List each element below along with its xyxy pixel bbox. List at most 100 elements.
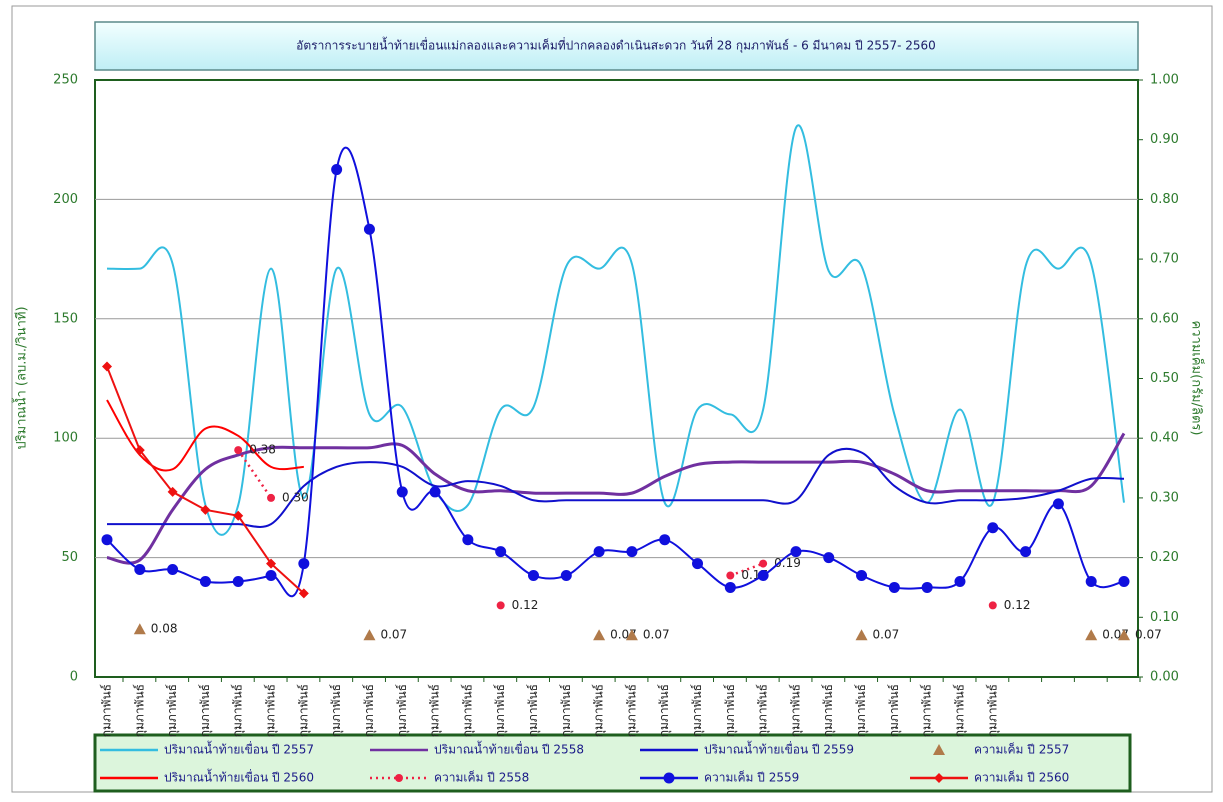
marker: [363, 223, 375, 235]
y-tick-label: 0: [70, 670, 78, 685]
x-tick-label: กุมภาพันธ์: [493, 684, 508, 737]
marker: [495, 546, 507, 558]
data-label: 0.38: [249, 443, 276, 457]
marker: [134, 564, 146, 576]
series-line: [106, 124, 1125, 536]
marker: [626, 546, 638, 558]
y2-axis-label: ความเค็ม(กรัม/ลิตร): [1189, 321, 1207, 436]
y-tick-label: 200: [53, 192, 78, 207]
marker: [988, 601, 997, 610]
marker: [134, 445, 145, 456]
marker: [692, 558, 704, 570]
marker: [199, 575, 211, 587]
marker: [167, 564, 179, 576]
marker: [429, 486, 441, 498]
y2-tick-label: 0.20: [1150, 550, 1179, 565]
legend-label: ปริมาณน้ำท้ายเขื่อน ปี 2557: [164, 741, 314, 757]
series-line: [106, 432, 1126, 565]
y-axis-label: ปริมาณน้ำ (ลบ.ม./วินาที): [12, 306, 30, 449]
marker: [496, 601, 505, 610]
marker: [331, 164, 343, 176]
series-line: [237, 449, 764, 577]
marker: [759, 559, 768, 568]
marker: [987, 522, 999, 534]
data-label: 0.07: [873, 628, 900, 642]
x-tick-label: กุมภาพันธ์: [526, 684, 541, 737]
marker: [233, 510, 244, 521]
marker: [663, 772, 675, 784]
marker: [363, 629, 376, 641]
y-tick-label: 50: [61, 550, 78, 565]
marker: [396, 486, 408, 498]
marker: [133, 623, 146, 635]
marker: [1118, 575, 1130, 587]
marker: [593, 546, 605, 558]
x-tick-label: กุมภาพันธ์: [657, 684, 672, 737]
x-tick-label: กุมภาพันธ์: [231, 684, 246, 737]
y2-tick-label: 0.10: [1150, 610, 1179, 625]
marker: [527, 570, 539, 582]
marker: [1118, 629, 1130, 641]
plot-area: [94, 79, 1139, 678]
x-tick-label: กุมภาพันธ์: [329, 684, 344, 737]
legend-label: ปริมาณน้ำท้ายเขื่อน ปี 2560: [164, 769, 314, 785]
y-tick-label: 150: [53, 311, 78, 326]
marker: [954, 575, 966, 587]
marker: [1020, 546, 1032, 558]
marker: [757, 570, 769, 582]
data-label: 0.19: [774, 556, 801, 570]
marker: [659, 534, 671, 546]
marker: [298, 588, 309, 599]
marker: [102, 361, 112, 372]
x-tick-label: กุมภาพันธ์: [756, 684, 771, 737]
y-tick-label: 250: [53, 73, 78, 88]
data-label: 0.12: [512, 598, 539, 612]
marker: [724, 581, 736, 593]
y2-tick-label: 1.00: [1150, 73, 1179, 88]
y2-tick-label: 0.80: [1150, 192, 1179, 207]
x-tick-label: กุมภาพันธ์: [887, 684, 902, 737]
marker: [790, 546, 802, 558]
data-label: 0.30: [282, 490, 309, 504]
data-label: 0.08: [151, 622, 178, 636]
data-label: 0.12: [1004, 598, 1031, 612]
x-tick-label: กุมภาพันธ์: [460, 684, 475, 737]
marker: [888, 581, 900, 593]
x-tick-label: กุมภาพันธ์: [985, 684, 1000, 737]
legend-label: ความเค็ม ปี 2559: [704, 770, 799, 785]
marker: [934, 773, 944, 783]
x-tick-label: กุมภาพันธ์: [821, 684, 836, 737]
x-tick-label: กุมภาพันธ์: [592, 684, 607, 737]
x-tick-label: กุมภาพันธ์: [100, 684, 115, 737]
legend-label: ความเค็ม ปี 2558: [434, 770, 529, 785]
marker: [856, 570, 868, 582]
series-line: [106, 447, 1125, 528]
y2-tick-label: 0.90: [1150, 132, 1179, 147]
x-tick-label: กุมภาพันธ์: [428, 684, 443, 737]
legend-label: ความเค็ม ปี 2557: [974, 742, 1069, 757]
marker: [395, 774, 403, 782]
y2-tick-label: 0.60: [1150, 311, 1179, 326]
marker: [265, 570, 277, 582]
y-tick-label: 100: [53, 431, 78, 446]
x-tick-label: กุมภาพันธ์: [920, 684, 935, 737]
x-tick-label: กุมภาพันธ์: [132, 684, 147, 737]
marker: [200, 504, 211, 515]
x-tick-label: กุมภาพันธ์: [198, 684, 213, 737]
chart-title: อัตราการระบายน้ำท้ายเขื่อนแม่กลองและความ…: [296, 37, 936, 54]
legend-label: ปริมาณน้ำท้ายเขื่อน ปี 2558: [434, 741, 584, 757]
title-box: [94, 21, 1139, 71]
x-tick-label: กุมภาพันธ์: [296, 684, 311, 737]
y2-tick-label: 0.00: [1150, 670, 1179, 685]
x-tick-label: กุมภาพันธ์: [788, 684, 803, 737]
x-tick-label: กุมภาพันธ์: [952, 684, 967, 737]
data-label: 0.07: [380, 628, 407, 642]
marker: [921, 581, 933, 593]
x-tick-label: กุมภาพันธ์: [395, 684, 410, 737]
legend: [93, 733, 1132, 793]
x-tick-label: กุมภาพันธ์: [264, 684, 279, 737]
y2-tick-label: 0.70: [1150, 252, 1179, 267]
marker: [855, 629, 868, 641]
y2-tick-label: 0.50: [1150, 371, 1179, 386]
